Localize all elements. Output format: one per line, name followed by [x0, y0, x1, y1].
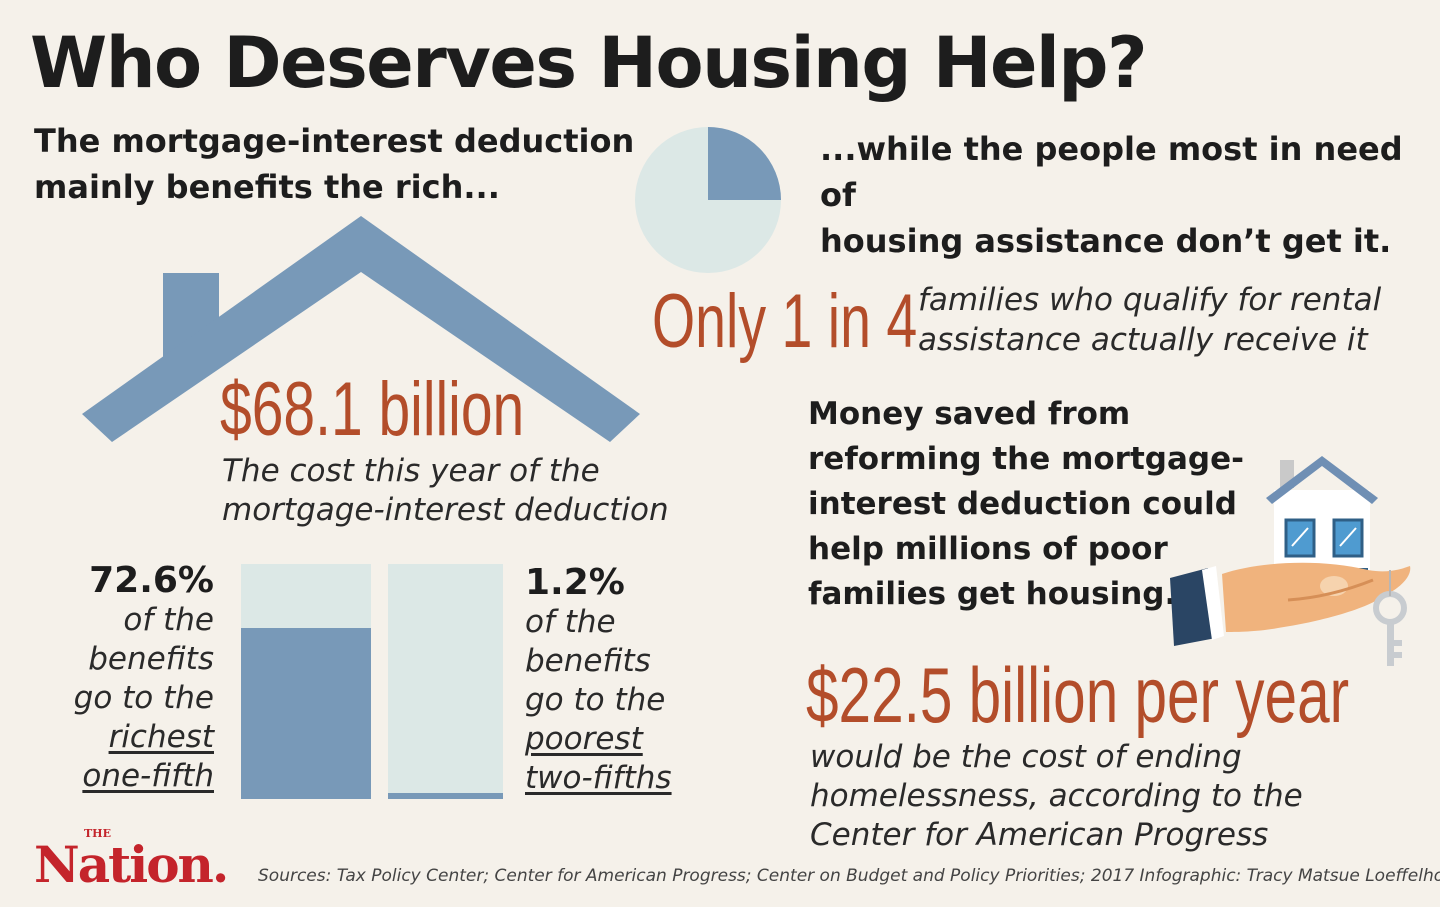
- homelessness-cost-amount: $22.5 billion per year: [806, 651, 1350, 739]
- richest-group-label: one-fifth: [82, 758, 214, 794]
- richest-line: go to the: [73, 680, 214, 716]
- money-saved-heading: Money saved from reforming the mortgage-…: [808, 396, 1244, 612]
- deduction-cost-amount: $68.1 billion: [220, 367, 525, 452]
- rental-pie-chart: [635, 127, 781, 273]
- poorest-percent: 1.2%: [525, 562, 625, 603]
- richest-line: benefits: [88, 641, 214, 677]
- richest-percent: 72.6%: [89, 560, 214, 601]
- deduction-cost-caption: The cost this year of the mortgage-inter…: [222, 453, 669, 528]
- poorest-bar: [388, 564, 503, 799]
- poorest-line: of the: [525, 604, 616, 640]
- poorest-bar-fill: [388, 793, 503, 799]
- poorest-line: go to the: [525, 682, 666, 718]
- richest-stat: 72.6% of the benefits go to the richest …: [74, 560, 214, 796]
- hand-house-key-icon: [1170, 456, 1411, 666]
- logo-the: THE: [84, 827, 111, 840]
- page-title: Who Deserves Housing Help?: [30, 22, 1148, 104]
- rental-caption: families who qualify for rental assistan…: [918, 282, 1382, 358]
- homelessness-cost-caption: would be the cost of ending homelessness…: [810, 739, 1303, 853]
- richest-bar-fill: [241, 628, 371, 799]
- richest-text: of the benefits go to the richest one-fi…: [74, 601, 214, 796]
- pie-slice-receive: [708, 127, 781, 200]
- poorest-group-label: poorest: [525, 721, 643, 757]
- rental-ratio: Only 1 in 4: [652, 279, 918, 364]
- poorest-stat: 1.2% of the benefits go to the poorest t…: [525, 562, 672, 798]
- logo-name: Nation.: [34, 835, 229, 894]
- richest-bar: [241, 564, 371, 799]
- richest-group-label: richest: [108, 719, 214, 755]
- the-nation-logo: THE Nation.: [34, 827, 229, 894]
- right-lead-text: ...while the people most in need of hous…: [820, 130, 1403, 260]
- left-lead-text: The mortgage-interest deduction mainly b…: [34, 122, 635, 206]
- poorest-group-label: two-fifths: [525, 760, 672, 796]
- roof: [82, 216, 640, 442]
- sources-note: Sources: Tax Policy Center; Center for A…: [258, 866, 1440, 886]
- house-roof-graphic: [82, 216, 640, 442]
- poorest-line: benefits: [525, 643, 651, 679]
- richest-line: of the: [123, 602, 214, 638]
- poorest-text: of the benefits go to the poorest two-fi…: [525, 603, 672, 798]
